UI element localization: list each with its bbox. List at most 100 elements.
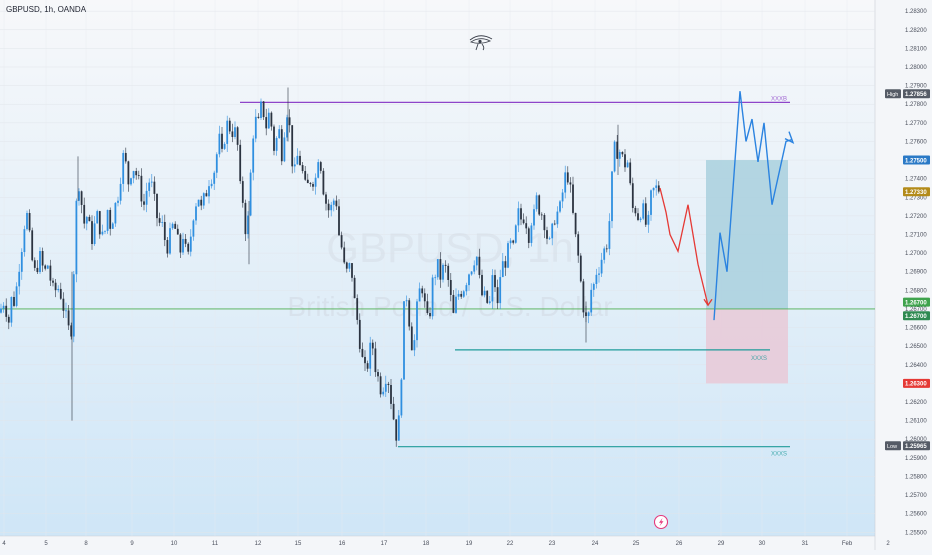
candle-body	[322, 170, 325, 195]
candle-body	[598, 273, 600, 275]
candle-body	[533, 209, 535, 226]
candle-body	[23, 229, 26, 253]
watermark-symbol: GBPUSD, 1h	[326, 224, 573, 271]
candle-body	[343, 247, 346, 263]
candle-body	[184, 238, 187, 244]
candle-body	[114, 202, 117, 224]
candle-body	[296, 155, 299, 165]
projection-paths[interactable]	[659, 91, 795, 321]
candle-body	[403, 301, 405, 380]
candle-body	[52, 280, 54, 283]
candle-body	[379, 376, 382, 395]
x-tick-label: 9	[130, 541, 134, 547]
x-tick-label: 25	[633, 541, 640, 547]
candle-body	[96, 211, 99, 224]
time-axis[interactable]: 4 5 8 9 10 11 12 15 16 17 18 19 22 23 24 25 26 29 30 31 Feb 2	[2, 541, 890, 547]
y-tick-label: 1.27700	[905, 121, 927, 127]
candle-body	[631, 183, 634, 208]
y-tick-label: 1.26700	[905, 307, 927, 313]
candle-body	[369, 342, 372, 369]
candle-body	[171, 223, 174, 229]
candle-body	[75, 200, 78, 275]
candle-body	[283, 137, 286, 162]
y-tick-label: 1.28200	[905, 28, 927, 34]
candle-body	[239, 144, 242, 182]
candle-body	[642, 203, 645, 219]
candle-body	[244, 202, 247, 235]
candle-body	[611, 171, 613, 222]
drawing-lines[interactable]: XXXB XXXS XXXS	[0, 96, 875, 458]
candle-body	[314, 177, 317, 187]
lightning-icon[interactable]	[653, 514, 669, 530]
candle-body	[182, 238, 184, 253]
x-tick-label: 31	[802, 541, 809, 547]
candle-body	[449, 279, 452, 295]
candle-body	[275, 138, 278, 151]
candle-body	[54, 282, 57, 291]
candle-body	[44, 265, 47, 269]
red-projection-path[interactable]	[659, 187, 709, 306]
support-line-2-label: XXXS	[771, 452, 787, 458]
candle-body	[301, 165, 304, 172]
candle-body	[278, 129, 281, 139]
blue-projection-path[interactable]	[713, 91, 793, 321]
x-tick-label: 24	[592, 541, 599, 547]
candle-body	[618, 151, 621, 159]
candle-body	[49, 265, 52, 281]
x-tick-label: 29	[718, 541, 725, 547]
candle-body	[161, 221, 164, 223]
low-tag-label: Low	[887, 444, 897, 450]
y-tick-label: 1.26800	[905, 288, 927, 294]
y-tick-label: 1.26600	[905, 326, 927, 332]
candle-body	[351, 263, 353, 278]
candle-body	[106, 210, 109, 231]
candle-body	[616, 141, 619, 159]
candle-body	[408, 300, 411, 327]
stop-zone[interactable]	[706, 308, 788, 384]
price-axis[interactable]: 1.28300 1.28200 1.28100 1.28000 1.27900 1.278…	[905, 9, 927, 536]
candle-body	[176, 228, 179, 235]
candle-body	[629, 162, 632, 184]
candle-body	[143, 201, 145, 205]
candle-body	[249, 172, 252, 216]
price-tag-2-bg	[903, 297, 930, 307]
candle-body	[187, 243, 190, 252]
candle-body	[18, 271, 21, 287]
candle-body	[452, 294, 455, 313]
y-tick-label: 1.27400	[905, 177, 927, 183]
candle-body	[202, 193, 205, 206]
candle-body	[574, 212, 577, 235]
candle-body	[478, 256, 481, 275]
target-zone[interactable]	[706, 160, 788, 309]
candle-body	[101, 231, 104, 235]
candle-body	[556, 211, 559, 225]
candle-body	[410, 326, 413, 351]
candle-body	[579, 255, 582, 282]
candle-body	[273, 126, 275, 151]
candle-body	[348, 263, 351, 269]
candle-body	[460, 293, 463, 297]
y-tick-label: 1.27800	[905, 102, 927, 108]
candle-body	[338, 206, 340, 236]
candle-body	[28, 213, 31, 231]
candle-body	[210, 183, 213, 187]
candle-body	[163, 221, 166, 241]
high-tag-value: 1.27856	[905, 92, 927, 98]
candle-body	[124, 152, 127, 162]
candle-body	[504, 261, 507, 268]
candle-body	[507, 243, 509, 268]
candle-body	[104, 230, 106, 232]
candle-body	[78, 191, 80, 201]
candle-body	[608, 221, 611, 249]
candle-body	[486, 290, 489, 303]
candle-body	[119, 183, 122, 201]
candle-body	[652, 187, 655, 191]
candle-body	[312, 184, 314, 187]
candle-body	[280, 129, 283, 162]
x-tick-label: Feb	[842, 541, 853, 547]
y-tick-label: 1.28300	[905, 9, 927, 15]
candle-body	[553, 223, 556, 225]
candle-body	[80, 191, 83, 205]
